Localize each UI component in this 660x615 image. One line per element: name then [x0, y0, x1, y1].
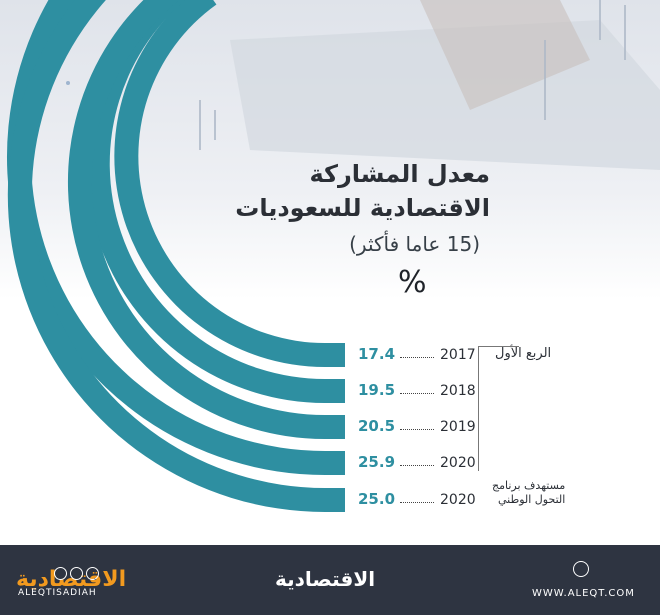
value-label-4: 25.0	[358, 490, 396, 508]
chart-title-line2: الاقتصادية للسعوديات	[235, 194, 490, 222]
leader-dots-2	[400, 429, 434, 430]
instagram-icon[interactable]	[54, 567, 67, 580]
value-label-2: 20.5	[358, 417, 396, 435]
bar-1	[85, 0, 345, 403]
website-url[interactable]: WWW.ALEQT.COM	[532, 588, 635, 599]
leader-dots-0	[400, 357, 434, 358]
unit-label: %	[398, 265, 427, 300]
globe-icon	[573, 561, 589, 577]
target-label: مستهدف برنامج التحول الوطني	[492, 479, 565, 507]
target-label-line2: التحول الوطني	[497, 493, 566, 506]
bracket-line	[478, 346, 519, 471]
year-label-2: 2019	[440, 419, 476, 435]
bar-2	[67, 0, 345, 439]
chart-title-line1: معدل المشاركة	[309, 160, 490, 188]
facebook-icon[interactable]	[70, 567, 83, 580]
first-quarter-label: الربع الأول	[495, 346, 552, 361]
bar-0	[114, 0, 345, 367]
footer-bar: الاقتصادية ALEQTISADIAH الاقتصادية WWW.A…	[0, 545, 660, 615]
infographic-canvas: معدل المشاركة الاقتصادية للسعوديات (15 ع…	[0, 0, 660, 545]
year-label-3: 2020	[440, 455, 476, 471]
bar-3	[7, 0, 345, 475]
twitter-icon[interactable]	[86, 567, 99, 580]
year-label-4: 2020	[440, 492, 476, 508]
target-label-line1: مستهدف برنامج	[492, 479, 566, 492]
leader-dots-3	[400, 465, 434, 466]
brand-logo-center: الاقتصادية	[275, 567, 376, 591]
value-label-3: 25.9	[358, 453, 396, 471]
leader-dots-1	[400, 393, 434, 394]
bar-4	[7, 0, 345, 512]
chart-bars	[7, 0, 345, 512]
year-label-0: 2017	[440, 347, 476, 363]
social-handle: ALEQTISADIAH	[18, 588, 97, 598]
value-label-1: 19.5	[358, 381, 396, 399]
year-label-1: 2018	[440, 383, 476, 399]
chart-subtitle: (15 عاما فأكثر)	[349, 232, 480, 256]
value-label-0: 17.4	[358, 345, 396, 363]
leader-dots-4	[400, 502, 434, 503]
